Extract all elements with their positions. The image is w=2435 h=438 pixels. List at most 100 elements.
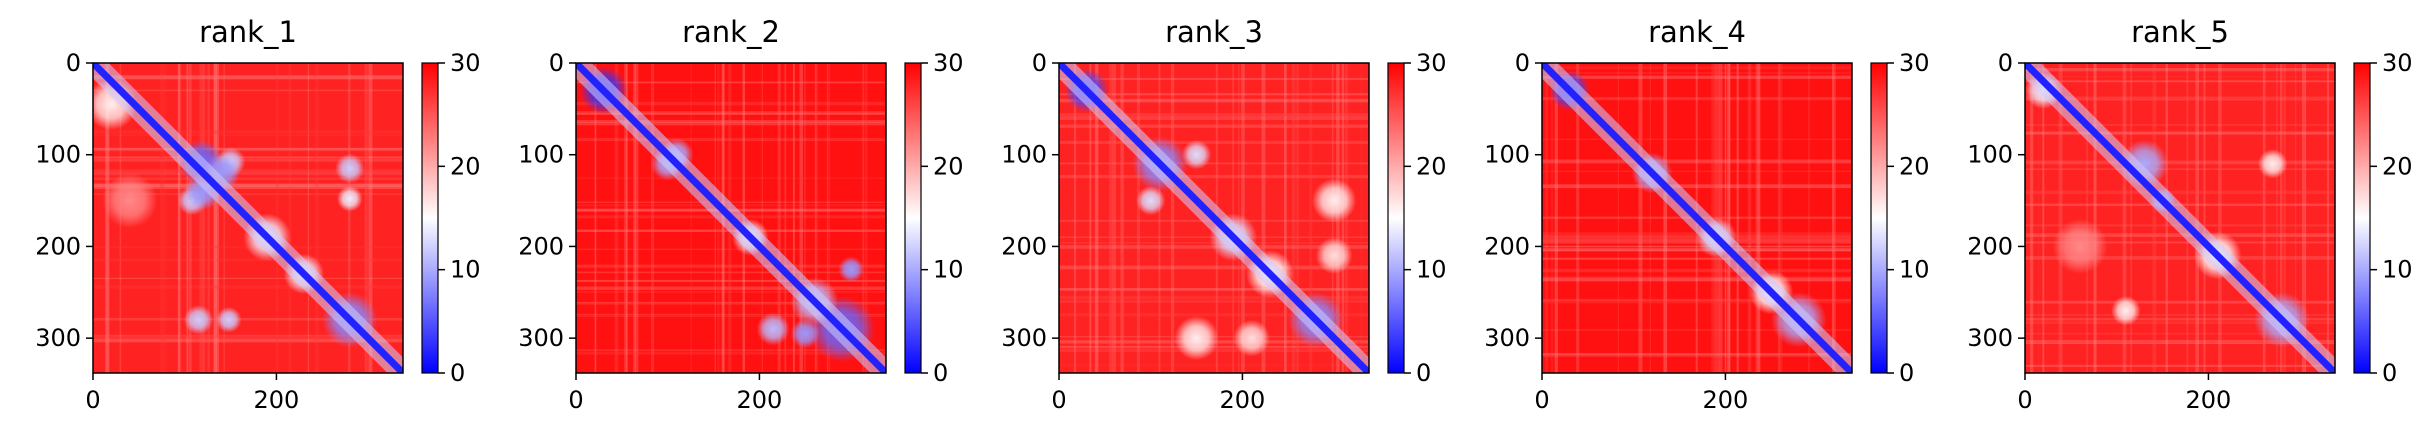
heatmap-streak	[1576, 63, 1580, 373]
y-tick-label: 200	[1484, 232, 1530, 260]
diagonal-band	[2025, 63, 2335, 373]
heatmap-streak	[93, 185, 403, 189]
colorbar	[2353, 62, 2371, 374]
heatmap-streak	[714, 63, 716, 373]
heatmap-blob	[336, 185, 363, 212]
heatmap-streak	[364, 63, 367, 373]
heatmap-streak	[2122, 63, 2127, 373]
plot-frame	[92, 62, 404, 374]
heatmap-blob	[2111, 295, 2141, 326]
x-tick-label: 200	[1220, 386, 1266, 414]
heatmap-blob	[1233, 319, 1270, 357]
colorbar	[421, 62, 439, 374]
heatmap-streak	[576, 101, 886, 106]
colorbar	[1870, 62, 1888, 374]
heatmap-streak	[164, 63, 166, 373]
heatmap-streak	[2058, 63, 2063, 373]
colorbar-tick-label: 0	[1416, 359, 1431, 387]
heatmap-streak	[2086, 63, 2088, 373]
heatmap-streak	[93, 89, 403, 92]
heatmap-streak	[1542, 184, 1852, 189]
heatmap-streak	[2025, 317, 2335, 321]
heatmap-streak	[2025, 321, 2335, 324]
diagonal-band	[576, 63, 886, 373]
heatmap-streak	[2061, 63, 2063, 373]
heatmap-streak	[2025, 76, 2335, 78]
heatmap-streak	[2130, 63, 2132, 373]
heatmap-streak	[2025, 80, 2335, 83]
panel-title: rank_2	[682, 15, 780, 49]
heatmap-streak	[576, 177, 886, 179]
colorbar-tick-label: 10	[933, 256, 964, 284]
heatmap-streak	[1542, 245, 1852, 248]
y-tick-label: 100	[518, 141, 564, 169]
heatmap-streak	[1649, 63, 1651, 373]
heatmap-streak	[1059, 113, 1369, 117]
heatmap-streak	[1059, 295, 1369, 300]
heatmap-streak	[93, 317, 403, 321]
heatmap-streak	[2195, 63, 2200, 373]
heatmap-streak	[1059, 174, 1369, 179]
heatmap-panel-1: rank_1 0 200 0 100 200 300 0 10 20 30	[35, 15, 480, 414]
heatmap-blob	[335, 153, 365, 184]
heatmap-streak	[1291, 63, 1296, 373]
y-tick-label: 300	[1967, 324, 2013, 352]
heatmap-streak	[594, 63, 597, 373]
heatmap-blob	[838, 256, 864, 283]
heatmap-streak	[1542, 170, 1852, 172]
heatmap-streak	[1756, 63, 1761, 373]
y-tick-label: 0	[1515, 49, 1530, 77]
panel-title: rank_4	[1648, 15, 1746, 49]
heatmap-streak	[1736, 63, 1739, 373]
heatmap-streak	[576, 301, 886, 304]
colorbar-tick-label: 0	[933, 359, 948, 387]
heatmap-streak	[307, 63, 310, 373]
colorbar	[1387, 62, 1405, 374]
heatmap-panel-2: rank_2 0 200 0 100 200 300 0 10 20 30	[518, 15, 963, 414]
heatmap-streak	[2025, 333, 2335, 335]
heatmap-streak	[1089, 63, 1092, 373]
heatmap-streak	[1663, 63, 1668, 373]
heatmap-streak	[576, 286, 886, 290]
heatmap-streak	[1059, 313, 1369, 317]
heatmap-streak	[1059, 124, 1369, 128]
colorbar-tick-label: 10	[450, 256, 481, 284]
heatmap-streak	[576, 248, 886, 250]
heatmap-streak	[1120, 63, 1124, 373]
heatmap-streak	[105, 63, 110, 373]
heatmap-streak	[213, 63, 217, 373]
colorbar-tick-label: 30	[933, 49, 964, 77]
heatmap-streak	[2203, 63, 2206, 373]
heatmap-streak	[2152, 63, 2157, 373]
heatmap-streak	[815, 63, 818, 373]
heatmap-streak	[93, 149, 403, 152]
colorbar-tick-label: 20	[933, 152, 964, 180]
heatmap-streak	[635, 63, 639, 373]
heatmap-streak	[1778, 63, 1783, 373]
heatmap-streak	[93, 183, 403, 187]
heatmap-streak	[1542, 298, 1852, 302]
panel-title: rank_1	[199, 15, 297, 49]
heatmap-streak	[2263, 63, 2266, 373]
y-tick-label: 0	[66, 49, 81, 77]
heatmap-image	[2025, 63, 2335, 373]
colorbar-tick-label: 30	[1899, 49, 1930, 77]
colorbar	[904, 62, 922, 374]
colorbar-tick-label: 20	[2382, 152, 2413, 180]
heatmap-streak	[207, 63, 210, 373]
heatmap-streak	[2025, 168, 2335, 170]
heatmap-streak	[1059, 98, 1369, 101]
heatmap-streak	[288, 63, 292, 373]
heatmap-streak	[1542, 276, 1852, 278]
heatmap-blob	[215, 306, 242, 333]
heatmap-streak	[1831, 63, 1835, 373]
heatmap-streak	[93, 159, 403, 162]
heatmap-blob	[1136, 185, 1166, 216]
heatmap-streak	[2038, 63, 2040, 373]
heatmap-streak	[1059, 99, 1369, 103]
heatmap-blob	[1312, 178, 1357, 223]
heatmap-streak	[364, 63, 369, 373]
heatmap-streak	[93, 177, 403, 180]
heatmap-blob	[1174, 316, 1219, 361]
heatmap-streak	[651, 63, 655, 373]
